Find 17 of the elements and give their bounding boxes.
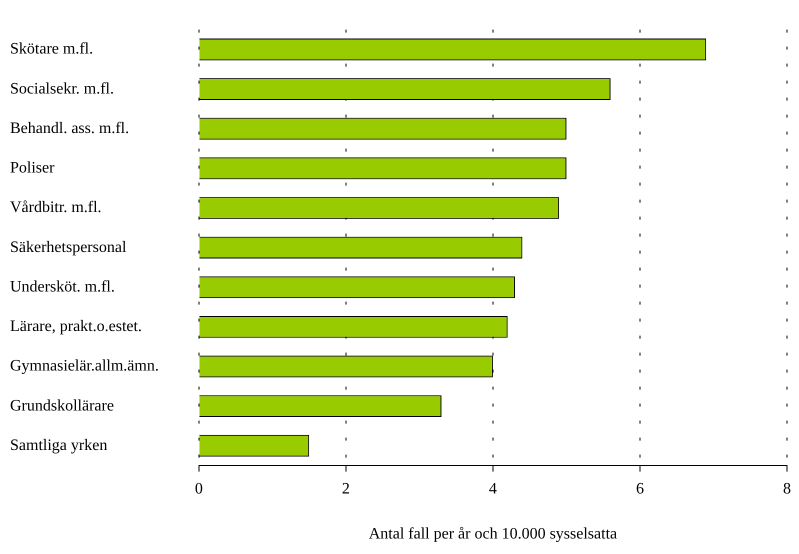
y-tick-label: Vårdbitr. m.fl. — [10, 199, 102, 216]
x-axis-title: Antal fall per år och 10.000 sysselsatta — [368, 526, 618, 543]
y-tick-label: Gymnasielär.allm.ämn. — [10, 358, 159, 375]
y-tick-label: Säkerhetspersonal — [10, 238, 127, 256]
x-tick-label: 6 — [636, 480, 644, 498]
y-tick-label: Behandl. ass. m.fl. — [10, 120, 130, 137]
y-tick-label: Grundskollärare — [10, 397, 114, 414]
y-tick-label: Samtliga yrken — [10, 436, 108, 454]
y-tick-label: Poliser — [10, 160, 56, 177]
y-tick-label: Undersköt. m.fl. — [10, 278, 115, 296]
y-tick-label: Socialsekr. m.fl. — [10, 80, 114, 98]
x-tick-label: 4 — [488, 480, 497, 498]
x-tick-label: 2 — [342, 480, 350, 498]
y-tick-label: Skötare m.fl. — [10, 40, 94, 58]
x-tick-label: 0 — [194, 480, 203, 498]
y-tick-label: Lärare, prakt.o.estet. — [10, 318, 142, 336]
x-tick-label: 8 — [783, 480, 791, 498]
